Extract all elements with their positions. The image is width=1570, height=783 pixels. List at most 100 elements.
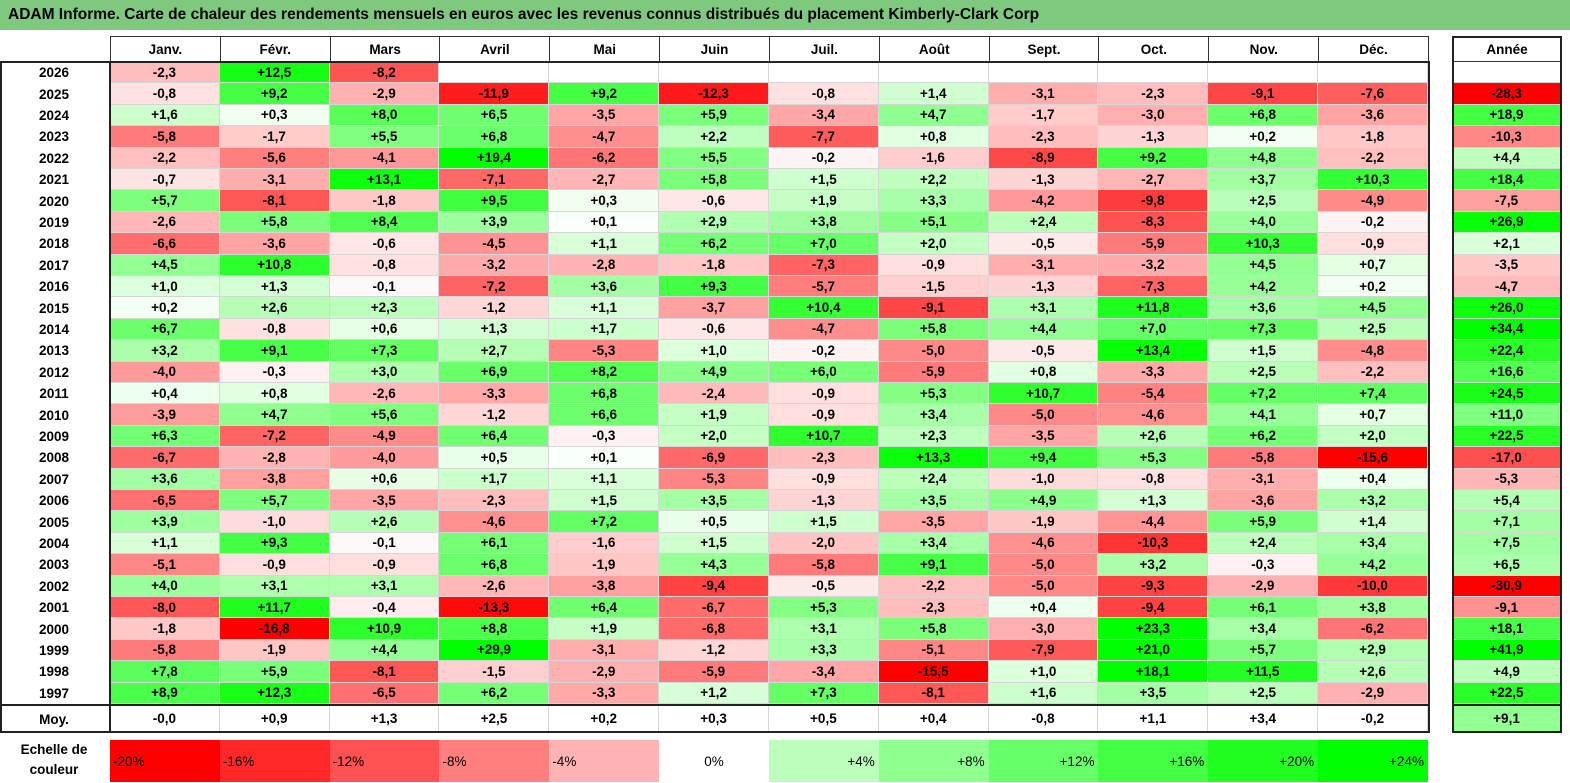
annual-cell: +26,9	[1452, 211, 1562, 234]
heatmap-cell: -3,3	[549, 682, 660, 704]
heatmap-cell: +4,4	[988, 318, 1099, 341]
heatmap-cell: +4,5	[1318, 297, 1428, 319]
row-year-label: 2007	[38, 471, 70, 487]
heatmap-cell: +6,8	[549, 383, 660, 405]
heatmap-cell: -0,5	[988, 233, 1099, 255]
heatmap-cell: +6,1	[439, 532, 550, 555]
heatmap-cell: -4,9	[1318, 190, 1428, 212]
average-annual-cell: +9,1	[1452, 706, 1562, 732]
heatmap-cell: +3,7	[1208, 169, 1319, 191]
month-header: Mai	[549, 36, 661, 62]
heatmap-cell: -2,9	[1318, 682, 1428, 704]
heatmap-cell: -9,3	[1098, 575, 1209, 597]
heatmap-cell: +5,9	[1208, 511, 1319, 533]
heatmap-cell: -0,6	[659, 190, 769, 212]
heatmap-cell: -16,8	[219, 618, 330, 640]
heatmap-cell: +5,7	[219, 490, 330, 512]
heatmap-cell: +1,4	[1318, 511, 1428, 533]
color-scale-stop: -20%	[110, 740, 220, 782]
heatmap-cell: -0,6	[329, 233, 440, 255]
color-scale-stop: +12%	[988, 740, 1099, 782]
row-year-label: 2003	[38, 557, 70, 573]
heatmap-cell: -4,7	[768, 318, 879, 341]
heatmap-cell	[1318, 62, 1428, 84]
heatmap-cell: -5,9	[878, 361, 989, 383]
heatmap-cell: -10,0	[1318, 575, 1428, 597]
heatmap-cell: +2,6	[219, 297, 330, 319]
heatmap-cell: +8,8	[439, 618, 550, 640]
annual-cell: +18,4	[1452, 169, 1562, 191]
heatmap-cell: +9,1	[878, 554, 989, 576]
heatmap-cell: -9,1	[1208, 83, 1319, 105]
heatmap-cell: -4,9	[329, 425, 440, 448]
heatmap-cell: -1,5	[878, 276, 989, 298]
average-cell: +0,4	[878, 706, 989, 732]
heatmap-cell: +2,7	[439, 340, 550, 362]
heatmap-cell: +7,0	[1098, 318, 1209, 341]
heatmap-cell: -3,1	[219, 169, 330, 191]
heatmap-cell: -3,0	[1098, 104, 1209, 127]
heatmap-cell: +3,9	[439, 211, 550, 234]
annual-cell: +2,1	[1452, 233, 1562, 255]
color-scale-stop: -12%	[329, 740, 440, 782]
heatmap-cell: +4,7	[878, 104, 989, 127]
average-cell: +0,9	[219, 706, 330, 732]
heatmap-cell: -0,6	[659, 318, 769, 341]
heatmap-cell: -5,9	[659, 661, 769, 683]
heatmap-cell: -3,5	[329, 490, 440, 512]
heatmap-cell: +2,0	[1318, 425, 1428, 448]
heatmap-cell: +2,9	[1318, 639, 1428, 662]
heatmap-cell: +1,1	[549, 297, 660, 319]
heatmap-cell: +2,5	[1208, 190, 1319, 212]
annual-cell: -5,3	[1452, 468, 1562, 490]
heatmap-cell: -2,3	[988, 126, 1099, 148]
heatmap-cell: -0,5	[988, 340, 1099, 362]
heatmap-cell: -4,8	[1318, 340, 1428, 362]
heatmap-cell: +2,6	[329, 511, 440, 533]
heatmap-cell: +3,4	[878, 404, 989, 426]
heatmap-cell: +5,8	[878, 618, 989, 640]
heatmap-cell: -5,4	[1098, 383, 1209, 405]
month-header: Juin	[659, 36, 770, 62]
heatmap-cell: +9,1	[219, 340, 330, 362]
heatmap-cell	[1098, 62, 1209, 84]
heatmap-cell: +7,2	[1208, 383, 1319, 405]
month-header: Août	[878, 36, 990, 62]
heatmap-cell: -2,3	[768, 447, 879, 469]
heatmap-cell: -1,8	[329, 190, 440, 212]
annual-cell: +26,0	[1452, 297, 1562, 319]
row-year-label: 2010	[38, 407, 70, 423]
heatmap-cell: +0,8	[988, 361, 1099, 383]
heatmap-cell: -2,6	[110, 211, 220, 234]
heatmap-cell: +5,8	[878, 318, 989, 341]
heatmap-cell: +3,4	[1318, 532, 1428, 555]
heatmap-cell: +5,5	[329, 126, 440, 148]
heatmap-cell: +2,3	[329, 297, 440, 319]
heatmap-cell: -6,2	[549, 147, 660, 169]
heatmap-cell: +0,2	[1318, 276, 1428, 298]
heatmap-cell: +10,4	[768, 297, 879, 319]
heatmap-cell: -7,7	[768, 126, 879, 148]
heatmap-cell: -3,9	[110, 404, 220, 426]
month-header: Nov.	[1208, 36, 1320, 62]
heatmap-cell: -1,8	[659, 254, 769, 276]
heatmap-cell	[439, 62, 550, 84]
row-year-label: 2017	[38, 257, 70, 273]
heatmap-cell: +10,7	[988, 383, 1099, 405]
heatmap-cell: -6,9	[659, 447, 769, 469]
heatmap-cell: +7,2	[549, 511, 660, 533]
heatmap-cell: +6,2	[659, 233, 769, 255]
heatmap-cell: +4,5	[110, 254, 220, 276]
row-year-label: 2012	[38, 364, 70, 380]
heatmap-cell: +1,4	[878, 83, 989, 105]
row-year-label: 2021	[38, 172, 70, 188]
heatmap-cell: +0,8	[219, 383, 330, 405]
heatmap-cell: -5,9	[1098, 233, 1209, 255]
heatmap-cell: -6,5	[110, 490, 220, 512]
row-year-label: 2005	[38, 514, 70, 530]
heatmap-cell: -9,8	[1098, 190, 1209, 212]
heatmap-cell: +3,1	[988, 297, 1099, 319]
heatmap-cell: -3,6	[1318, 104, 1428, 127]
heatmap-cell: -0,9	[219, 554, 330, 576]
heatmap-cell: -2,0	[768, 532, 879, 555]
